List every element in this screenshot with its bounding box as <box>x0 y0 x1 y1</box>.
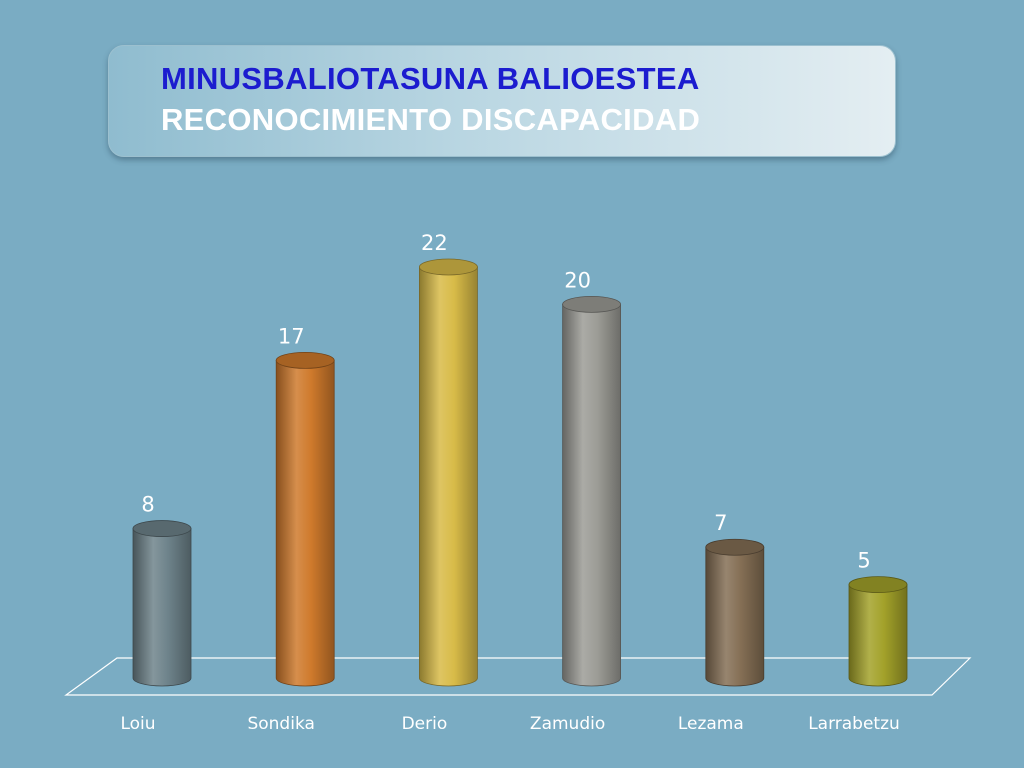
chart-title: MINUSBALIOTASUNA BALIOESTEA <box>161 61 700 96</box>
category-label-sondika: Sondika <box>247 714 314 734</box>
bar-body-loiu <box>132 528 192 687</box>
bar-body-zamudio <box>562 303 621 687</box>
value-label-zamudio: 20 <box>564 268 591 292</box>
bar-body-lezama <box>705 546 765 687</box>
value-label-derio: 22 <box>421 231 448 255</box>
bar-top-loiu <box>132 520 192 537</box>
chart-floor <box>64 657 972 696</box>
category-label-loiu: Loiu <box>120 714 155 734</box>
bar-top-lezama <box>705 538 765 556</box>
category-label-zamudio: Zamudio <box>530 714 605 734</box>
bar-loiu <box>132 520 192 687</box>
bar-top-sondika <box>275 352 335 369</box>
bar-body-larrabetzu <box>848 584 908 687</box>
category-label-larrabetzu: Larrabetzu <box>808 714 900 734</box>
category-label-derio: Derio <box>402 714 448 734</box>
value-label-loiu: 8 <box>141 493 154 517</box>
bars-group <box>132 258 908 687</box>
bar-zamudio <box>562 295 621 687</box>
bar-sondika <box>275 352 335 687</box>
category-label-lezama: Lezama <box>678 714 744 734</box>
bar-lezama <box>705 538 765 687</box>
value-labels-group: 8 17 22 20 7 5 <box>141 231 870 573</box>
bar-top-derio <box>418 258 478 276</box>
value-label-lezama: 7 <box>714 511 727 535</box>
bar-body-derio <box>419 266 478 687</box>
value-label-larrabetzu: 5 <box>857 549 870 573</box>
category-labels-group: Loiu Sondika Derio Zamudio Lezama Larrabetzu <box>120 714 899 734</box>
bar-top-larrabetzu <box>848 576 908 593</box>
bar-top-zamudio <box>562 295 621 313</box>
bar-derio <box>418 258 478 687</box>
bar-body-sondika <box>275 360 335 687</box>
chart-subtitle: RECONOCIMIENTO DISCAPACIDAD <box>161 102 701 137</box>
value-label-sondika: 17 <box>278 324 305 348</box>
bar-larrabetzu <box>848 576 908 687</box>
title-box: MINUSBALIOTASUNA BALIOESTEA RECONOCIMIEN… <box>108 45 896 157</box>
